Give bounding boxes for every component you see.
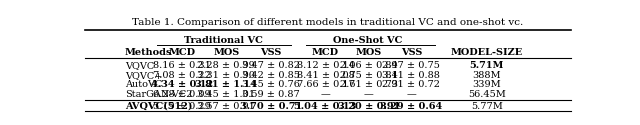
Text: 2.75 ± 0.84: 2.75 ± 0.84 bbox=[340, 71, 397, 80]
Text: 3.20 ± 0.91: 3.20 ± 0.91 bbox=[337, 102, 400, 111]
Text: 5.04 ± 0.13: 5.04 ± 0.13 bbox=[294, 102, 356, 111]
Text: MCD: MCD bbox=[312, 48, 339, 56]
Text: 3.57 ± 0.91: 3.57 ± 0.91 bbox=[197, 102, 255, 111]
Text: 7.08 ± 0.22: 7.08 ± 0.22 bbox=[153, 71, 211, 80]
Text: MODEL-SIZE: MODEL-SIZE bbox=[451, 48, 523, 56]
Text: One-Shot VC: One-Shot VC bbox=[333, 36, 403, 45]
Text: 8.12 ± 0.14: 8.12 ± 0.14 bbox=[296, 61, 355, 70]
Text: 3.47 ± 0.82: 3.47 ± 0.82 bbox=[242, 61, 300, 70]
Text: Table 1. Comparison of different models in traditional VC and one-shot vc.: Table 1. Comparison of different models … bbox=[132, 18, 524, 27]
Text: —: — bbox=[406, 90, 416, 99]
Text: 3.31 ± 0.90: 3.31 ± 0.90 bbox=[197, 71, 255, 80]
Text: MOS: MOS bbox=[213, 48, 239, 56]
Text: MOS: MOS bbox=[356, 48, 382, 56]
Text: 3.59 ± 0.87: 3.59 ± 0.87 bbox=[242, 90, 300, 99]
Text: —: — bbox=[364, 90, 374, 99]
Text: VSS: VSS bbox=[260, 48, 282, 56]
Text: StarGAN-VC2: StarGAN-VC2 bbox=[125, 90, 192, 99]
Text: 56.45M: 56.45M bbox=[468, 90, 506, 99]
Text: 2.91 ± 0.72: 2.91 ± 0.72 bbox=[382, 80, 440, 89]
Text: 8.41 ± 0.08: 8.41 ± 0.08 bbox=[297, 71, 355, 80]
Text: MCD: MCD bbox=[168, 48, 195, 56]
Text: VSS: VSS bbox=[401, 48, 422, 56]
Text: 2.06 ± 0.84: 2.06 ± 0.84 bbox=[340, 61, 397, 70]
Text: 5.77M: 5.77M bbox=[471, 102, 502, 111]
Text: 2.97 ± 0.75: 2.97 ± 0.75 bbox=[382, 61, 440, 70]
Text: 5.19 ± 0.29: 5.19 ± 0.29 bbox=[153, 102, 211, 111]
Text: 339M: 339M bbox=[472, 80, 501, 89]
Text: 3.45 ± 0.76: 3.45 ± 0.76 bbox=[242, 80, 300, 89]
Text: 388M: 388M bbox=[472, 71, 501, 80]
Text: 6.28 ± 0.09: 6.28 ± 0.09 bbox=[153, 90, 211, 99]
Text: Methods: Methods bbox=[125, 48, 172, 56]
Text: —: — bbox=[321, 90, 330, 99]
Text: Traditional VC: Traditional VC bbox=[184, 36, 263, 45]
Text: AutoVC: AutoVC bbox=[125, 80, 162, 89]
Text: 3.11 ± 0.88: 3.11 ± 0.88 bbox=[382, 71, 440, 80]
Text: VQVC+: VQVC+ bbox=[125, 71, 162, 80]
Text: 2.61 ± 0.73: 2.61 ± 0.73 bbox=[340, 80, 397, 89]
Text: 3.81 ± 1.14: 3.81 ± 1.14 bbox=[195, 80, 257, 89]
Text: 3.45 ± 1.01: 3.45 ± 1.01 bbox=[197, 90, 255, 99]
Text: 3.70 ± 0.71: 3.70 ± 0.71 bbox=[240, 102, 302, 111]
Text: 7.66 ± 0.17: 7.66 ± 0.17 bbox=[296, 80, 355, 89]
Text: 4.34 ± 0.12: 4.34 ± 0.12 bbox=[150, 80, 212, 89]
Text: VQVC: VQVC bbox=[125, 61, 154, 70]
Text: AVQVC(512): AVQVC(512) bbox=[125, 102, 192, 111]
Text: 8.16 ± 0.31: 8.16 ± 0.31 bbox=[153, 61, 211, 70]
Text: 3.42 ± 0.85: 3.42 ± 0.85 bbox=[242, 71, 300, 80]
Text: 3.29 ± 0.64: 3.29 ± 0.64 bbox=[380, 102, 442, 111]
Text: 5.71M: 5.71M bbox=[470, 61, 504, 70]
Text: 2.28 ± 0.99: 2.28 ± 0.99 bbox=[198, 61, 255, 70]
